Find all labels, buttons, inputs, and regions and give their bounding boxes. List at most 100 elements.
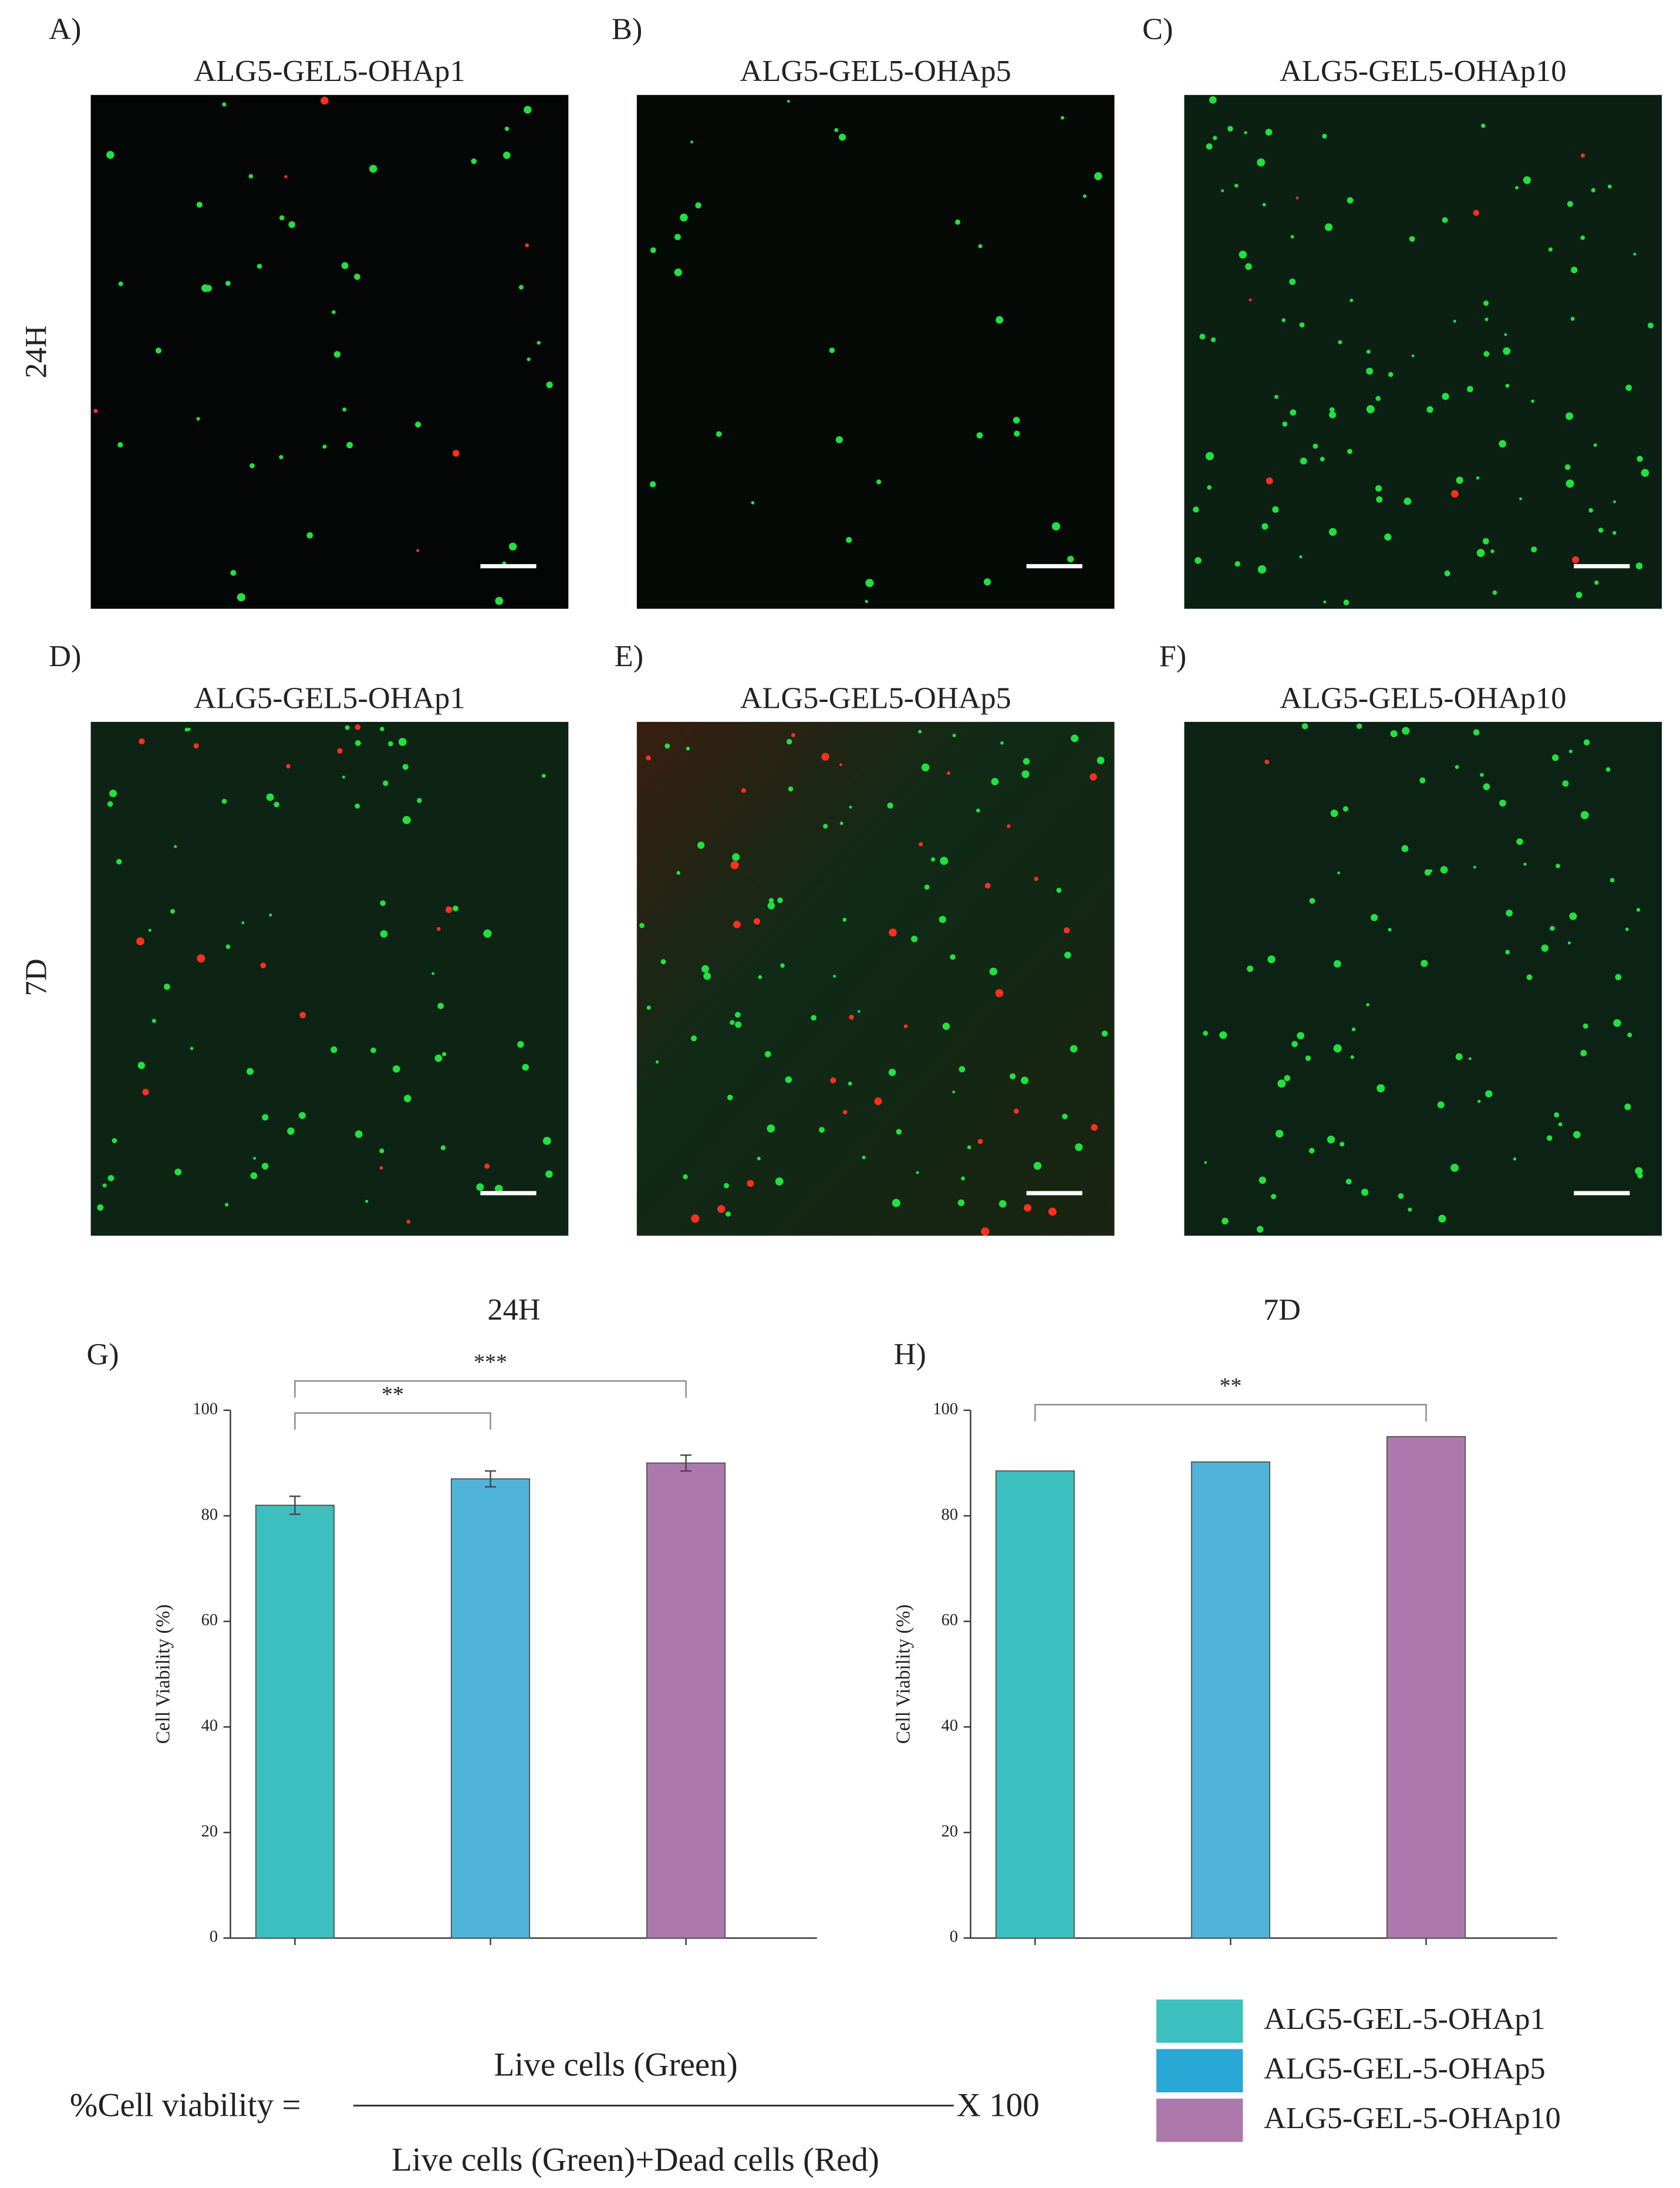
cell [345,725,350,730]
panel-title: ALG5-GEL5-OHAp1 [194,54,465,88]
cell [441,1052,447,1056]
cell [1221,189,1224,193]
panel-label: C) [1142,12,1173,46]
cell [1551,754,1559,761]
cell [1023,758,1030,765]
cell [257,264,262,269]
cell [1249,298,1252,302]
cell [1409,236,1415,242]
cell [484,1163,490,1169]
panel-label: E) [615,639,643,673]
scale-bar [1574,1191,1630,1196]
cell [1499,440,1507,448]
cell [1033,1161,1042,1170]
cell [1635,1167,1643,1175]
scale-bar [1026,1191,1082,1196]
cell [764,1051,771,1058]
cell [1064,951,1071,959]
cell [416,549,420,552]
y-tick-label: 80 [201,1505,218,1524]
cell [1375,485,1382,492]
cell [1566,480,1574,488]
cell [387,741,393,747]
cell [151,1018,156,1023]
cell [342,407,347,412]
cell [1580,235,1585,240]
cell [1505,950,1510,955]
cell [730,1020,735,1025]
cell [1506,909,1513,917]
bar [450,1478,531,1939]
cell [1473,729,1480,736]
cell [910,936,918,943]
cell [174,1169,182,1176]
cell [1094,172,1102,180]
cell [1299,322,1305,327]
cell [730,861,739,869]
cell [370,1047,376,1054]
cell [930,857,936,862]
cell [476,1183,484,1191]
cell [1244,131,1247,134]
panel-title: ALG5-GEL5-OHAp10 [1280,54,1566,88]
cell [1550,926,1555,931]
cell [330,1046,338,1054]
cell [1048,1207,1057,1216]
micrograph [636,94,1115,609]
cell [924,884,930,890]
cell [1408,1207,1412,1212]
cell [406,1220,411,1224]
cell [118,281,123,286]
cell [716,431,722,437]
micrograph [636,721,1115,1236]
cell [1450,490,1459,498]
cell [1308,1147,1315,1154]
cell [683,1174,688,1180]
cell [1624,1103,1631,1110]
cell [287,1127,295,1135]
cell [354,274,360,280]
cell [1361,1188,1369,1196]
cell [1203,1031,1208,1036]
cell [1270,1194,1277,1200]
cell [222,102,227,107]
cell [365,1200,369,1203]
cell [1483,300,1489,306]
cell [835,436,843,444]
significance-bracket [1034,1404,1427,1421]
cell [976,808,980,813]
cell [848,1081,852,1086]
cell [1401,845,1409,852]
cell [939,916,946,923]
chart-title: 7D [1263,1292,1301,1326]
cell [978,244,983,248]
cell [1299,555,1303,559]
cell [1014,430,1020,437]
cell [838,133,846,141]
y-axis-label: Cell Viability (%) [892,1605,914,1744]
cell [1329,411,1336,418]
cell [1356,723,1362,730]
cell [723,1183,730,1188]
cell [1398,1193,1404,1199]
cell [1206,143,1213,150]
cell [1613,500,1616,504]
cell [139,738,145,745]
cell [379,1148,384,1154]
cell [1569,912,1577,920]
cell [717,1205,726,1213]
cell [1404,497,1412,505]
cell [1343,599,1350,606]
cell [1483,783,1490,791]
cell [1333,960,1341,968]
cell [1573,1131,1581,1139]
cell [1024,1204,1032,1212]
cell [1009,1073,1016,1080]
legend-swatch [1156,2049,1243,2093]
cell [1442,217,1448,223]
cell [1275,1129,1284,1138]
cell [791,733,795,737]
cell [1266,477,1273,485]
cell [1259,1176,1267,1184]
scale-bar [480,1191,537,1196]
